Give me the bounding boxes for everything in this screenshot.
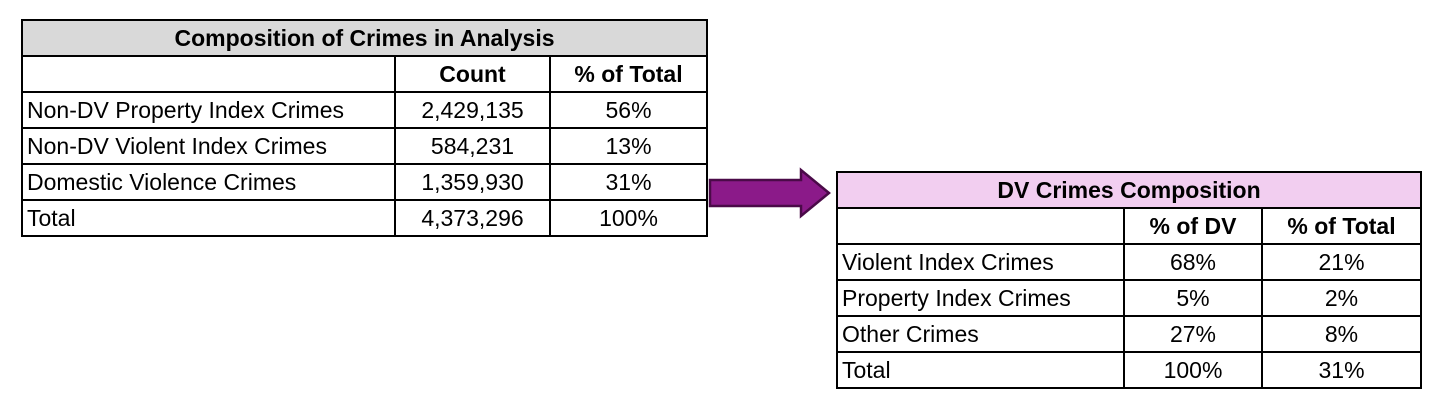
row-pct-total: 31%	[548, 163, 709, 201]
row-pct-total: 100%	[548, 199, 709, 237]
row-label: Total	[21, 199, 396, 237]
header-pct-total: % of Total	[548, 55, 709, 93]
row-pct-dv: 68%	[1123, 243, 1263, 281]
row-label: Non-DV Violent Index Crimes	[21, 127, 396, 165]
table-total-row: Total 100% 31%	[836, 351, 1423, 389]
row-label: Non-DV Property Index Crimes	[21, 91, 396, 129]
header-blank	[21, 55, 396, 93]
row-pct-dv: 100%	[1123, 351, 1263, 389]
row-count: 584,231	[394, 127, 551, 165]
table-row: Domestic Violence Crimes 1,359,930 31%	[21, 163, 709, 201]
header-blank	[836, 207, 1125, 245]
header-pct-dv: % of DV	[1123, 207, 1263, 245]
table-title-row: Composition of Crimes in Analysis	[20, 19, 709, 57]
table-row: Non-DV Property Index Crimes 2,429,135 5…	[21, 91, 709, 129]
row-label: Violent Index Crimes	[836, 243, 1125, 281]
table-total-row: Total 4,373,296 100%	[21, 199, 709, 237]
table-row: Other Crimes 27% 8%	[836, 315, 1423, 353]
row-pct-dv: 27%	[1123, 315, 1263, 353]
header-count: Count	[394, 55, 551, 93]
table-title: Composition of Crimes in Analysis	[20, 19, 709, 57]
table-header-row: Count % of Total	[21, 55, 709, 93]
dv-composition-table: DV Crimes Composition % of DV % of Total…	[835, 171, 1423, 389]
row-label: Property Index Crimes	[836, 279, 1125, 317]
row-pct-total: 2%	[1260, 279, 1423, 317]
right-arrow-icon	[708, 167, 831, 219]
row-count: 2,429,135	[394, 91, 551, 129]
arrow-shape	[708, 167, 831, 219]
header-pct-total: % of Total	[1260, 207, 1423, 245]
table-title-row: DV Crimes Composition	[835, 171, 1423, 209]
row-label: Total	[836, 351, 1125, 389]
row-pct-total: 31%	[1260, 351, 1423, 389]
table-title: DV Crimes Composition	[835, 171, 1423, 209]
table-row: Non-DV Violent Index Crimes 584,231 13%	[21, 127, 709, 165]
row-pct-total: 8%	[1260, 315, 1423, 353]
row-pct-total: 56%	[548, 91, 709, 129]
row-pct-total: 13%	[548, 127, 709, 165]
crimes-composition-table: Composition of Crimes in Analysis Count …	[20, 19, 709, 237]
row-pct-total: 21%	[1260, 243, 1423, 281]
table-header-row: % of DV % of Total	[836, 207, 1423, 245]
row-pct-dv: 5%	[1123, 279, 1263, 317]
row-label: Domestic Violence Crimes	[21, 163, 396, 201]
row-count: 4,373,296	[394, 199, 551, 237]
table-row: Violent Index Crimes 68% 21%	[836, 243, 1423, 281]
table-row: Property Index Crimes 5% 2%	[836, 279, 1423, 317]
row-count: 1,359,930	[394, 163, 551, 201]
row-label: Other Crimes	[836, 315, 1125, 353]
